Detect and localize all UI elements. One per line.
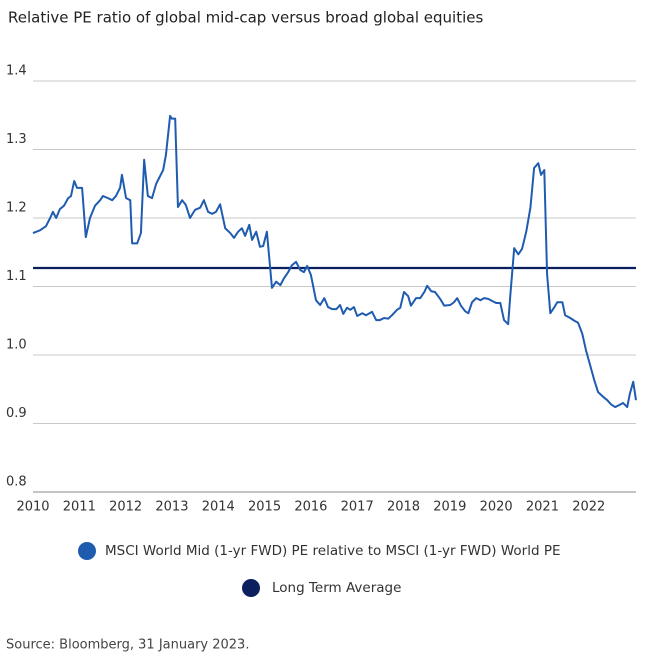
- x-tick-label: 2016: [294, 500, 327, 515]
- x-tick-label: 2018: [387, 500, 420, 515]
- legend-marker: [78, 542, 96, 560]
- x-tick-label: 2021: [526, 500, 559, 515]
- y-tick-label: 1.1: [6, 269, 27, 284]
- y-tick-label: 1.4: [6, 64, 27, 79]
- x-tick-label: 2012: [109, 500, 142, 515]
- x-tick-label: 2015: [248, 500, 281, 515]
- y-tick-label: 0.8: [6, 475, 27, 490]
- legend-label: Long Term Average: [272, 580, 401, 596]
- y-tick-label: 1.3: [6, 132, 27, 147]
- x-tick-label: 2019: [433, 500, 466, 515]
- x-tick-label: 2011: [63, 500, 96, 515]
- x-tick-label: 2020: [480, 500, 513, 515]
- legend-marker: [242, 579, 260, 597]
- chart-title: Relative PE ratio of global mid-cap vers…: [8, 9, 483, 27]
- source: Source: Bloomberg, 31 January 2023.: [6, 638, 249, 653]
- x-tick-label: 2017: [341, 500, 374, 515]
- x-tick-label: 2010: [16, 500, 49, 515]
- x-tick-label: 2013: [155, 500, 188, 515]
- legend-label: MSCI World Mid (1-yr FWD) PE relative to…: [105, 543, 561, 559]
- data-line: [32, 114, 637, 409]
- x-tick-label: 2014: [202, 500, 235, 515]
- y-tick-label: 1.0: [6, 338, 27, 353]
- x-tick-label: 2022: [572, 500, 605, 515]
- y-tick-label: 0.9: [6, 406, 27, 421]
- y-tick-label: 1.2: [6, 201, 27, 216]
